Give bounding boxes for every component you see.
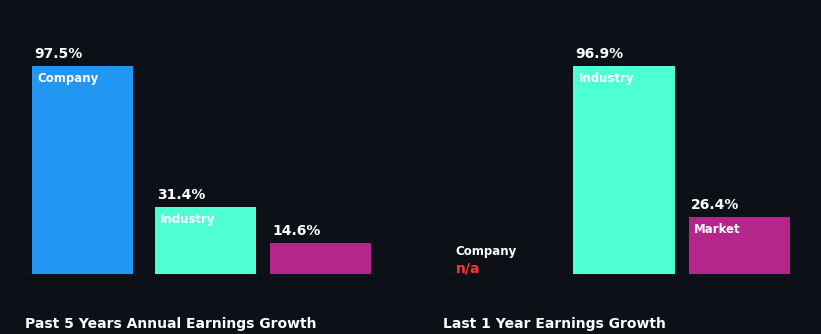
Bar <box>573 66 675 274</box>
Text: n/a: n/a <box>456 262 480 276</box>
Text: Company: Company <box>37 72 99 85</box>
Text: Industry: Industry <box>579 72 634 85</box>
Text: Past 5 Years Annual Earnings Growth: Past 5 Years Annual Earnings Growth <box>25 317 316 331</box>
Text: 96.9%: 96.9% <box>576 47 623 60</box>
Text: 97.5%: 97.5% <box>34 47 82 60</box>
Text: Market: Market <box>694 223 741 236</box>
Text: 14.6%: 14.6% <box>273 223 321 237</box>
Bar <box>32 66 133 274</box>
Bar <box>154 207 256 274</box>
Text: 31.4%: 31.4% <box>157 188 205 202</box>
Text: 26.4%: 26.4% <box>691 198 740 212</box>
Bar <box>689 217 790 274</box>
Text: Last 1 Year Earnings Growth: Last 1 Year Earnings Growth <box>443 317 666 331</box>
Text: Industry: Industry <box>160 213 215 226</box>
Bar <box>270 243 371 274</box>
Text: Company: Company <box>456 245 517 258</box>
